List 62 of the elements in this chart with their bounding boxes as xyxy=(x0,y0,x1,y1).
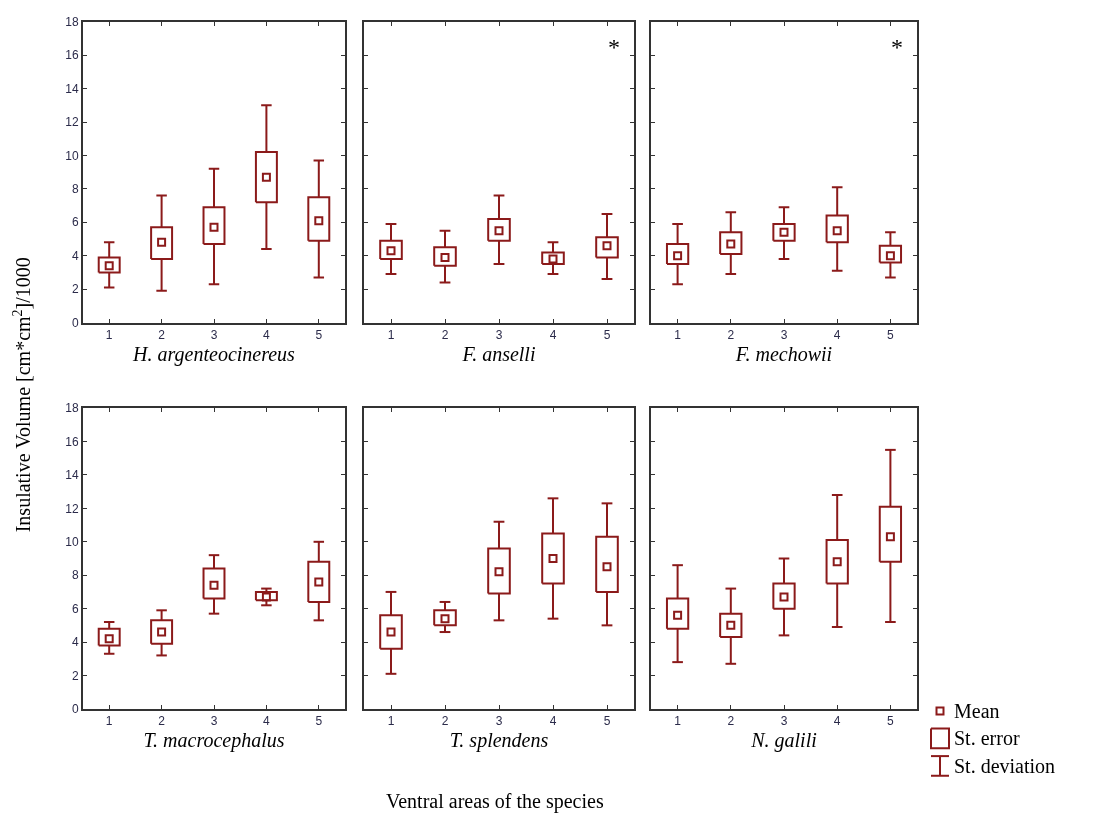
y-tick-label: 6 xyxy=(71,601,79,616)
x-tick-label: 1 xyxy=(105,327,113,342)
x-tick-label: 5 xyxy=(887,327,895,342)
annotation: * xyxy=(608,34,620,60)
x-axis-title: H. argenteocinereus xyxy=(132,342,296,366)
x-tick-label: 4 xyxy=(263,327,271,342)
y-tick-label: 6 xyxy=(71,215,79,230)
x-axis-title: T. splendens xyxy=(449,729,549,753)
text: St. error xyxy=(954,727,1020,749)
y-tick-label: 18 xyxy=(65,14,79,29)
x-tick-label: 2 xyxy=(727,327,735,342)
y-tick-label: 16 xyxy=(65,48,79,63)
y-tick-label: 18 xyxy=(65,401,79,416)
y-tick-label: 0 xyxy=(71,315,79,330)
text: Ventral areas of the species xyxy=(386,790,604,813)
x-tick-label: 5 xyxy=(315,714,323,729)
x-tick-label: 4 xyxy=(833,714,841,729)
text: St. deviation xyxy=(954,755,1056,777)
x-tick-label: 4 xyxy=(549,327,557,342)
y-tick-label: 14 xyxy=(65,468,79,483)
y-tick-label: 16 xyxy=(65,434,79,449)
x-tick-label: 1 xyxy=(387,714,395,729)
y-tick-label: 4 xyxy=(71,248,79,263)
y-tick-label: 14 xyxy=(65,81,79,96)
x-tick-label: 1 xyxy=(387,327,395,342)
y-tick-label: 8 xyxy=(71,182,79,197)
x-tick-label: 1 xyxy=(105,714,113,729)
annotation: * xyxy=(891,34,903,60)
y-tick-label: 2 xyxy=(71,282,79,297)
x-tick-label: 3 xyxy=(780,714,788,729)
y-tick-label: 8 xyxy=(71,568,79,583)
x-axis-title: F. anselli xyxy=(461,342,536,365)
x-tick-label: 2 xyxy=(158,327,166,342)
x-tick-label: 2 xyxy=(441,327,449,342)
x-axis-title: T. macrocephalus xyxy=(143,729,285,753)
x-tick-label: 5 xyxy=(603,714,611,729)
x-tick-label: 3 xyxy=(495,714,503,729)
x-tick-label: 5 xyxy=(603,327,611,342)
y-tick-label: 2 xyxy=(71,668,79,683)
y-tick-label: 12 xyxy=(65,501,79,516)
x-tick-label: 3 xyxy=(495,327,503,342)
x-tick-label: 1 xyxy=(674,714,682,729)
y-tick-label: 10 xyxy=(65,148,79,163)
x-tick-label: 4 xyxy=(549,714,557,729)
x-tick-label: 2 xyxy=(441,714,449,729)
x-tick-label: 2 xyxy=(727,714,735,729)
y-tick-label: 10 xyxy=(65,534,79,549)
x-tick-label: 3 xyxy=(780,327,788,342)
x-tick-label: 4 xyxy=(263,714,271,729)
x-tick-label: 5 xyxy=(887,714,895,729)
x-tick-label: 1 xyxy=(674,327,682,342)
text: Mean xyxy=(954,700,1000,722)
y-tick-label: 12 xyxy=(65,115,79,130)
x-axis-title: F. mechowii xyxy=(734,342,833,365)
x-axis-title: N. galili xyxy=(750,729,817,753)
x-tick-label: 5 xyxy=(315,327,323,342)
y-tick-label: 0 xyxy=(71,702,79,717)
x-tick-label: 2 xyxy=(158,714,166,729)
y-tick-label: 4 xyxy=(71,635,79,650)
x-tick-label: 4 xyxy=(833,327,841,342)
x-tick-label: 3 xyxy=(210,327,218,342)
x-tick-label: 3 xyxy=(210,714,218,729)
